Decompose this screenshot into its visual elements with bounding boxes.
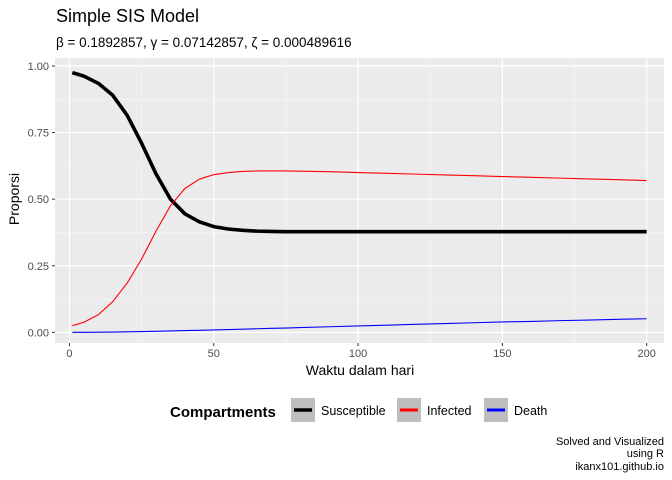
series-line-infected [72,170,647,327]
x-tick-label: 100 [349,348,367,360]
series-line-susceptible [71,70,647,234]
x-axis-title: Waktu dalam hari [306,362,414,378]
grid-lines [55,58,664,343]
x-tick-label: 50 [208,348,220,360]
chart-title: Simple SIS Model [56,6,199,26]
legend: Compartments Susceptible Infected Death [170,398,547,422]
y-tick-label: 0.75 [28,128,49,140]
caption: Solved and Visualized using R ikanx101.g… [556,436,664,473]
y-tick-label: 0.00 [28,327,49,339]
x-tick-label: 200 [638,348,656,360]
series-line-death [72,318,647,333]
x-tick-label: 0 [66,348,72,360]
legend-title: Compartments [170,404,276,421]
caption-line-1: Solved and Visualized [556,436,664,448]
y-tick-label: 0.50 [28,194,49,206]
axis-ticks: 0 50 100 150 200 0.00 0.25 0.50 0.75 1.00 [28,61,656,360]
plot-panel [55,58,664,343]
legend-label-susceptible: Susceptible [321,404,386,418]
chart-subtitle: β = 0.1892857, γ = 0.07142857, ζ = 0.000… [56,35,352,50]
legend-label-infected: Infected [427,404,472,418]
caption-line-2: using R [627,448,664,460]
series-lines [71,70,647,333]
legend-items: Susceptible Infected Death [291,398,547,422]
y-tick-label: 1.00 [28,61,49,73]
legend-label-death: Death [514,404,547,418]
y-tick-label: 0.25 [28,261,49,273]
y-axis-title: Proporsi [6,173,22,225]
x-tick-label: 150 [493,348,511,360]
caption-line-3: ikanx101.github.io [575,461,664,473]
